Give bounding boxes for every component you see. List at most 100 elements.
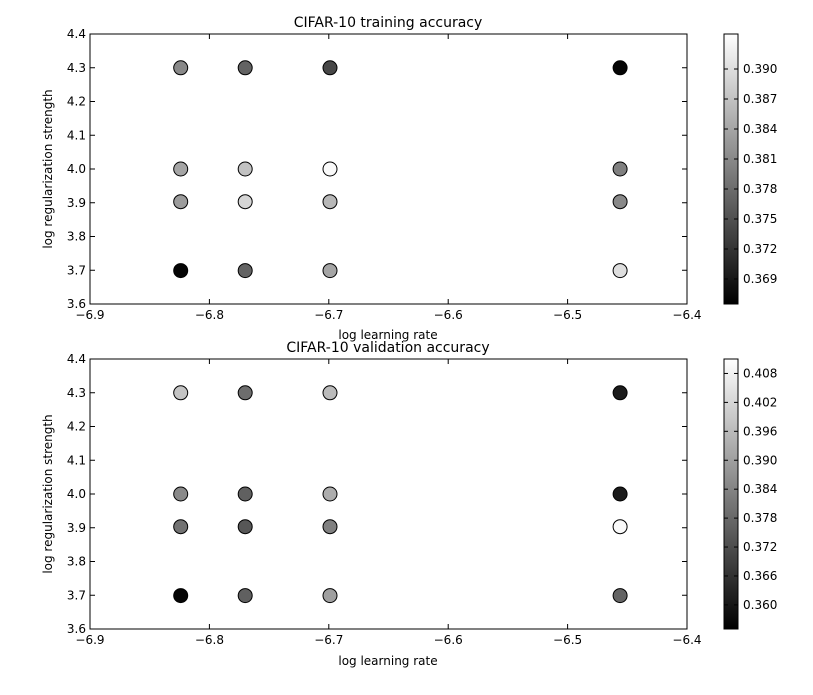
y-tick-label: 4.1 (67, 128, 86, 142)
scatter-point (173, 486, 189, 502)
scatter-point (322, 519, 338, 535)
scatter-point (322, 161, 338, 177)
colorbar-tick-label: 0.378 (743, 511, 777, 525)
colorbar-tick-label: 0.408 (743, 366, 777, 380)
x-tick-label: −6.7 (314, 308, 343, 322)
y-tick-label: 4.4 (67, 27, 86, 41)
scatter-point (322, 263, 338, 279)
scatter-point (322, 588, 338, 604)
scatter-point (322, 194, 338, 210)
y-axis: 3.6 3.7 3.8 3.9 4.0 4.1 4.2 4.3 4.4 (67, 352, 687, 636)
x-tick-label: −6.8 (195, 633, 224, 647)
scatter-point (612, 519, 628, 535)
colorbar-tick-label: 0.372 (743, 540, 777, 554)
colorbar-tick-label: 0.390 (743, 453, 777, 467)
scatter-point (612, 194, 628, 210)
y-tick-label: 4.4 (67, 352, 86, 366)
colorbar-tick-label: 0.387 (743, 92, 777, 106)
scatter-point (237, 385, 253, 401)
scatter-point (612, 385, 628, 401)
colorbar-tick-label: 0.381 (743, 152, 777, 166)
scatter-point (237, 194, 253, 210)
x-tick-label: −6.9 (75, 308, 104, 322)
colorbar: 0.360 0.366 0.372 0.378 0.384 0.390 0.396 0.402… (723, 358, 777, 630)
y-axis: 3.6 3.7 3.8 3.9 4.0 4.1 4.2 4.3 4.4 (67, 27, 687, 311)
scatter-point (173, 194, 189, 210)
y-tick-label: 4.0 (67, 487, 86, 501)
scatter-point (612, 161, 628, 177)
colorbar-tick-label: 0.375 (743, 212, 777, 226)
x-axis: −6.9 −6.8 −6.7 −6.6 −6.5 −6.4 (75, 359, 702, 647)
chart-training: CIFAR-10 training accuracy −6.9 −6.8 −6.7−… (41, 15, 777, 342)
colorbar-tick-label: 0.384 (743, 482, 777, 496)
x-tick-label: −6.5 (553, 308, 582, 322)
y-tick-label: 4.3 (67, 61, 86, 75)
y-tick-label: 4.3 (67, 386, 86, 400)
y-tick-label: 3.6 (67, 297, 86, 311)
chart-validation: CIFAR-10 validation accuracy −6.9 −6.8 −6.… (41, 340, 777, 668)
points-layer (173, 60, 628, 279)
scatter-point (237, 519, 253, 535)
scatter-point (322, 60, 338, 76)
points-layer (173, 385, 628, 604)
scatter-point (237, 486, 253, 502)
y-tick-label: 3.6 (67, 622, 86, 636)
x-tick-label: −6.6 (434, 308, 463, 322)
scatter-point (237, 263, 253, 279)
y-tick-label: 3.8 (67, 555, 86, 569)
colorbar-tick-label: 0.369 (743, 272, 777, 286)
scatter-point (612, 60, 628, 76)
x-tick-label: −6.7 (314, 633, 343, 647)
scatter-point (612, 263, 628, 279)
scatter-point (237, 161, 253, 177)
x-tick-label: −6.4 (672, 308, 701, 322)
scatter-point (173, 60, 189, 76)
scatter-point (173, 519, 189, 535)
colorbar-tick-label: 0.378 (743, 182, 777, 196)
scatter-point (173, 588, 189, 604)
x-tick-label: −6.4 (672, 633, 701, 647)
scatter-point (612, 486, 628, 502)
y-tick-label: 4.2 (67, 420, 86, 434)
y-tick-label: 4.1 (67, 453, 86, 467)
y-axis-label: log regularization strength (41, 89, 55, 248)
x-axis-label: log learning rate (338, 328, 437, 342)
y-tick-label: 3.7 (67, 588, 86, 602)
scatter-point (322, 385, 338, 401)
chart-title: CIFAR-10 validation accuracy (286, 340, 489, 356)
colorbar-ticks: 0.369 0.372 0.375 0.378 0.381 0.384 0.387 0.390 (724, 62, 777, 286)
scatter-point (237, 588, 253, 604)
y-tick-label: 3.7 (67, 263, 86, 277)
colorbar-tick-label: 0.384 (743, 122, 777, 136)
x-tick-label: −6.6 (434, 633, 463, 647)
colorbar-tick-label: 0.396 (743, 424, 777, 438)
x-axis: −6.9 −6.8 −6.7 −6.6 −6.5 −6.4 (75, 34, 702, 322)
x-tick-label: −6.8 (195, 308, 224, 322)
y-tick-label: 3.9 (67, 521, 86, 535)
x-tick-label: −6.5 (553, 633, 582, 647)
colorbar-ticks: 0.360 0.366 0.372 0.378 0.384 0.390 0.396 0.402… (724, 366, 777, 612)
y-tick-label: 4.0 (67, 162, 86, 176)
colorbar-tick-label: 0.372 (743, 242, 777, 256)
chart-title: CIFAR-10 training accuracy (294, 15, 483, 31)
y-tick-label: 4.2 (67, 95, 86, 109)
colorbar-tick-label: 0.360 (743, 598, 777, 612)
colorbar-tick-label: 0.390 (743, 62, 777, 76)
colorbar-gradient (723, 33, 739, 305)
y-tick-label: 3.8 (67, 230, 86, 244)
scatter-point (322, 486, 338, 502)
x-tick-label: −6.9 (75, 633, 104, 647)
scatter-point (173, 263, 189, 279)
y-tick-label: 3.9 (67, 196, 86, 210)
y-axis-label: log regularization strength (41, 414, 55, 573)
scatter-point (237, 60, 253, 76)
scatter-point (173, 385, 189, 401)
scatter-point (612, 588, 628, 604)
colorbar: 0.369 0.372 0.375 0.378 0.381 0.384 0.387 0.390 (723, 33, 777, 305)
scatter-point (173, 161, 189, 177)
colorbar-gradient (723, 358, 739, 630)
x-axis-label: log learning rate (338, 654, 437, 668)
colorbar-tick-label: 0.366 (743, 569, 777, 583)
colorbar-tick-label: 0.402 (743, 395, 777, 409)
